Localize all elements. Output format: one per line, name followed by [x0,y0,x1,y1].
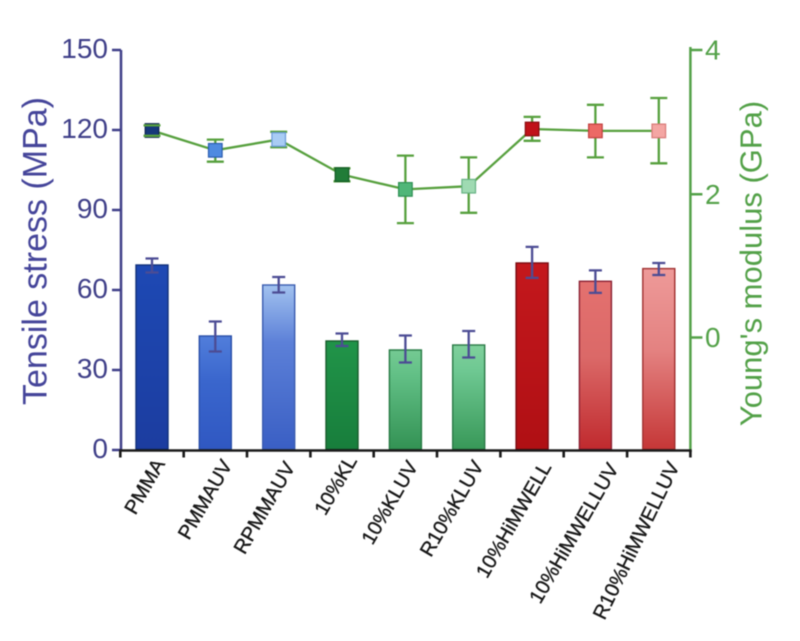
svg-text:150: 150 [61,33,108,64]
svg-text:4: 4 [705,35,721,66]
svg-text:90: 90 [77,193,108,224]
svg-text:PMMAUV: PMMAUV [174,456,237,544]
svg-text:0: 0 [705,322,721,353]
svg-text:RPMMAUV: RPMMAUV [230,458,300,558]
svg-text:Tensile stress (MPa): Tensile stress (MPa) [17,97,55,405]
svg-text:10%KL: 10%KL [311,452,362,519]
svg-text:Young's modulus (GPa): Young's modulus (GPa) [734,101,769,426]
svg-text:120: 120 [61,113,108,144]
svg-text:R10%KLUV: R10%KLUV [416,457,489,561]
svg-text:10%KLUV: 10%KLUV [358,457,424,548]
svg-text:PMMA: PMMA [121,455,170,519]
svg-text:2: 2 [705,179,721,210]
svg-text:30: 30 [77,353,108,384]
svg-text:0: 0 [92,433,108,464]
svg-text:60: 60 [77,273,108,304]
